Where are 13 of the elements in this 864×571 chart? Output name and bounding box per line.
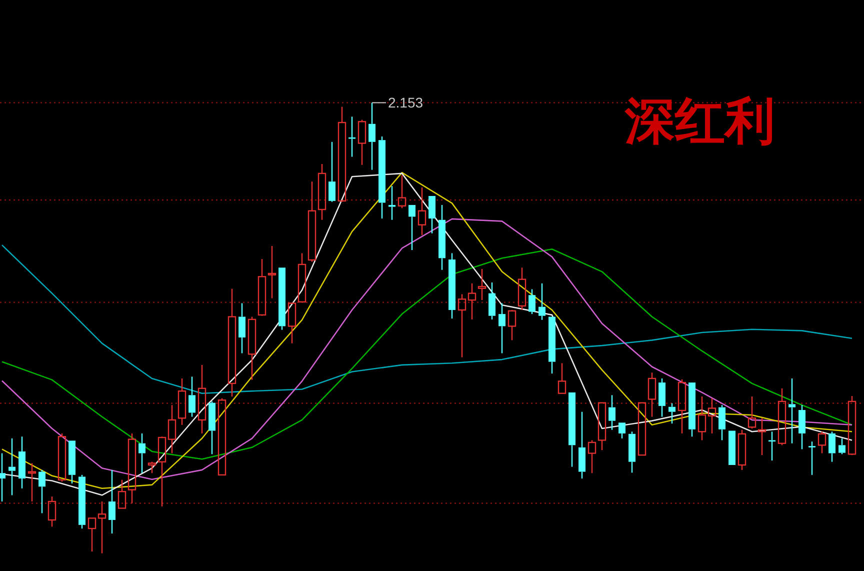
candlestick <box>708 398 716 434</box>
candlestick <box>318 163 326 220</box>
candlestick <box>468 282 476 320</box>
candlestick <box>268 245 276 299</box>
candlestick <box>168 404 176 454</box>
candlestick <box>228 288 236 398</box>
candlestick <box>98 500 106 554</box>
chart-title: 深红利 <box>624 92 775 150</box>
annotation: 2.153 <box>388 94 424 111</box>
candlestick <box>418 186 426 236</box>
candlestick <box>478 268 486 301</box>
candlestick <box>198 364 206 434</box>
candlestick <box>758 418 766 456</box>
